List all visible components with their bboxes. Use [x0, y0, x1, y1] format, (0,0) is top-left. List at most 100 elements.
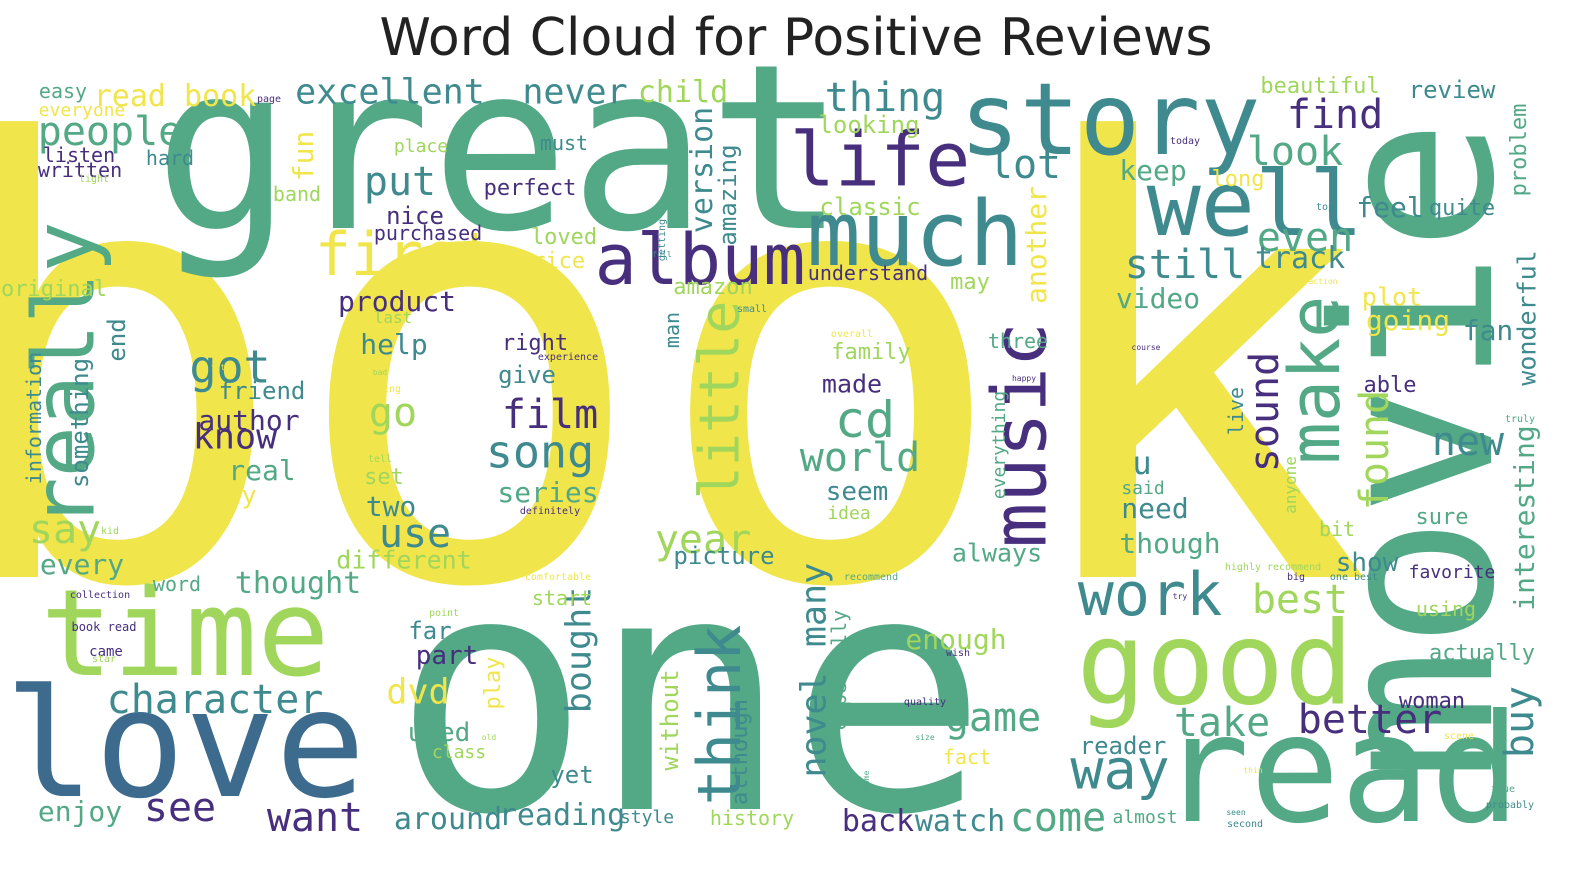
word-action: action	[1308, 277, 1338, 286]
word-enjoy: enjoy	[37, 795, 123, 828]
word-size: size	[915, 733, 935, 742]
word-bad: bad	[372, 368, 388, 377]
word-put: put	[363, 159, 437, 205]
word-small: small	[736, 304, 768, 315]
word-old: old	[481, 733, 497, 742]
word-start: start	[531, 586, 593, 610]
word-book: book	[0, 20, 1373, 719]
word-definitely: definitely	[519, 506, 581, 517]
word-much: much	[806, 182, 1024, 287]
word-excellent: excellent	[295, 72, 485, 113]
word-year: year	[654, 517, 752, 563]
word-album: album	[594, 219, 806, 301]
word-truly: truly	[1504, 414, 1536, 425]
word-comfortable: comfortable	[524, 572, 592, 583]
word-yet: yet	[550, 761, 594, 789]
word-true: true	[1490, 784, 1516, 795]
word-beautiful: beautiful	[1260, 74, 1380, 99]
word-one-best: one best	[1329, 572, 1379, 583]
word-place: place	[393, 136, 449, 157]
word-still: still	[1124, 242, 1246, 288]
word-top: top	[1315, 202, 1335, 213]
word-world: world	[799, 435, 921, 481]
word-two: two	[365, 490, 417, 523]
word-reading: reading	[498, 798, 626, 833]
word-every: every	[39, 548, 125, 581]
word-live: live	[1224, 386, 1248, 436]
word-become: become	[862, 770, 871, 800]
word-thing: thing	[824, 75, 946, 121]
word-favorite: favorite	[1408, 562, 1496, 583]
word-keep: keep	[1119, 154, 1187, 187]
word-great: great	[153, 16, 847, 283]
word-word: word	[152, 572, 202, 596]
word-video: video	[1115, 282, 1201, 315]
word-use: use	[378, 511, 452, 557]
word-used: used	[407, 718, 471, 748]
word-classic: classic	[819, 193, 921, 221]
word-work: work	[1077, 560, 1223, 630]
word-information: information	[22, 351, 46, 485]
word-see: see	[143, 785, 217, 831]
word-made: made	[821, 369, 883, 399]
word-price: price	[518, 249, 586, 274]
word-child: child	[637, 75, 729, 110]
word-end: end	[103, 318, 131, 362]
word-understand: understand	[807, 261, 929, 285]
word-fit: fit	[210, 363, 226, 372]
word-without: without	[656, 669, 684, 771]
word-kid: kid	[100, 526, 120, 537]
word-problem: problem	[1507, 103, 1532, 197]
word-writing: writing	[358, 384, 402, 395]
word-point: point	[428, 608, 460, 619]
word-probably: probably	[1485, 800, 1535, 811]
word-author: author	[198, 404, 300, 437]
word-sure: sure	[1415, 505, 1469, 530]
word-long: long	[1211, 167, 1265, 192]
word-must: must	[539, 131, 589, 155]
word-highly-recommend: highly recommend	[1224, 562, 1322, 573]
word-overall: overall	[830, 329, 874, 340]
word-almost: almost	[1112, 807, 1178, 828]
word-hard: hard	[145, 146, 195, 170]
word-may: may	[950, 270, 990, 295]
word-loved: loved	[530, 225, 598, 250]
word-fan: fan	[1462, 314, 1514, 347]
word-three: three	[987, 329, 1049, 353]
word-fun: fun	[287, 130, 320, 182]
word-tell: tell	[367, 454, 393, 465]
word-easy: easy	[38, 79, 88, 103]
word-better: better	[1297, 697, 1443, 743]
word-love: love	[4, 658, 366, 832]
word-well: well	[1146, 152, 1364, 257]
word-though: though	[1119, 527, 1221, 560]
word-look: look	[1246, 129, 1344, 175]
word-listen: listen	[42, 143, 116, 167]
word-time: time	[40, 565, 330, 704]
word-film: film	[501, 392, 599, 438]
word-feel: feel	[1356, 191, 1424, 224]
word-series: series	[497, 476, 599, 509]
word-never: never	[522, 72, 628, 113]
word-right: right	[501, 331, 569, 356]
word-came: came	[89, 644, 123, 660]
word-best: best	[1251, 577, 1349, 623]
word-say: say	[28, 507, 102, 553]
word-part: part	[415, 641, 479, 671]
word-go: go	[368, 390, 418, 436]
word-story: story	[959, 61, 1261, 178]
word-little: little	[687, 300, 752, 500]
word-nice: nice	[386, 202, 444, 230]
word-purchased: purchased	[373, 221, 483, 245]
word-perfect: perfect	[483, 176, 577, 201]
word-idea: idea	[827, 503, 871, 524]
word-man: man	[660, 311, 684, 349]
word-everyone: everyone	[38, 100, 126, 121]
word-friend: friend	[218, 377, 306, 405]
word-style: style	[619, 807, 675, 828]
word-set: set	[364, 465, 404, 490]
word-class: class	[431, 742, 487, 763]
word-although: although	[728, 699, 753, 805]
word-song: song	[485, 425, 595, 479]
word-written: written	[37, 158, 123, 182]
